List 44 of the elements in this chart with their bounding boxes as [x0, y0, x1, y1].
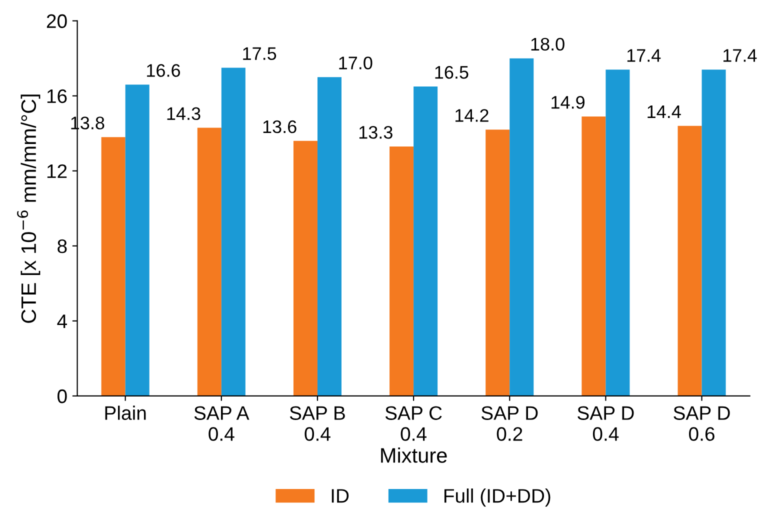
- bar: [678, 126, 702, 396]
- data-label: 16.6: [147, 64, 180, 77]
- y-tick-label: 0: [58, 389, 67, 404]
- bar: [125, 84, 150, 396]
- bar: [221, 68, 246, 396]
- bar: [197, 128, 222, 396]
- data-label: 14.9: [552, 96, 585, 109]
- y-tick-label: 8: [58, 239, 67, 254]
- x-tick-label: SAP C 0.4: [385, 406, 442, 441]
- data-label: 14.2: [456, 109, 488, 122]
- bar: [702, 70, 726, 396]
- y-tick-label: 12: [47, 164, 67, 178]
- data-label: 14.4: [648, 106, 681, 118]
- bar: [510, 58, 534, 396]
- y-tick-label: 4: [57, 314, 68, 328]
- bar: [414, 86, 438, 396]
- bar: [582, 116, 606, 396]
- x-tick-label: SAP D 0.4: [578, 406, 634, 441]
- x-tick-label: SAP D 0.6: [674, 406, 730, 441]
- bar: [317, 77, 342, 396]
- data-label: 13.6: [263, 120, 296, 134]
- data-label: 17.5: [243, 47, 276, 60]
- legend-label: ID: [332, 489, 349, 503]
- x-tick-label: SAP A 0.4: [194, 406, 250, 441]
- bar: [293, 140, 318, 396]
- data-label: 18.0: [531, 38, 564, 51]
- bar: [390, 146, 414, 396]
- bar: [101, 137, 126, 396]
- data-label: 17.4: [627, 49, 661, 62]
- data-label: 14.3: [167, 107, 200, 120]
- data-label: 17.4: [723, 49, 757, 62]
- y-axis-title: CTE [x 10$^{−6}$ mm/mm/°C]: [17, 94, 40, 323]
- y-tick-label: 16: [47, 89, 67, 104]
- bar: [486, 130, 510, 396]
- data-label: 16.5: [435, 66, 468, 79]
- x-tick-label: SAP B 0.4: [290, 406, 345, 441]
- y-tick-label: 20: [46, 14, 67, 28]
- x-axis-title: Mixture: [381, 448, 447, 463]
- data-label: 17.0: [339, 56, 372, 70]
- data-label: 13.3: [359, 126, 392, 139]
- x-tick-label: SAP D 0.2: [482, 406, 538, 441]
- x-tick-label: Plain: [105, 406, 146, 420]
- legend-label: Full (ID+DD): [444, 488, 550, 507]
- bar: [606, 70, 630, 396]
